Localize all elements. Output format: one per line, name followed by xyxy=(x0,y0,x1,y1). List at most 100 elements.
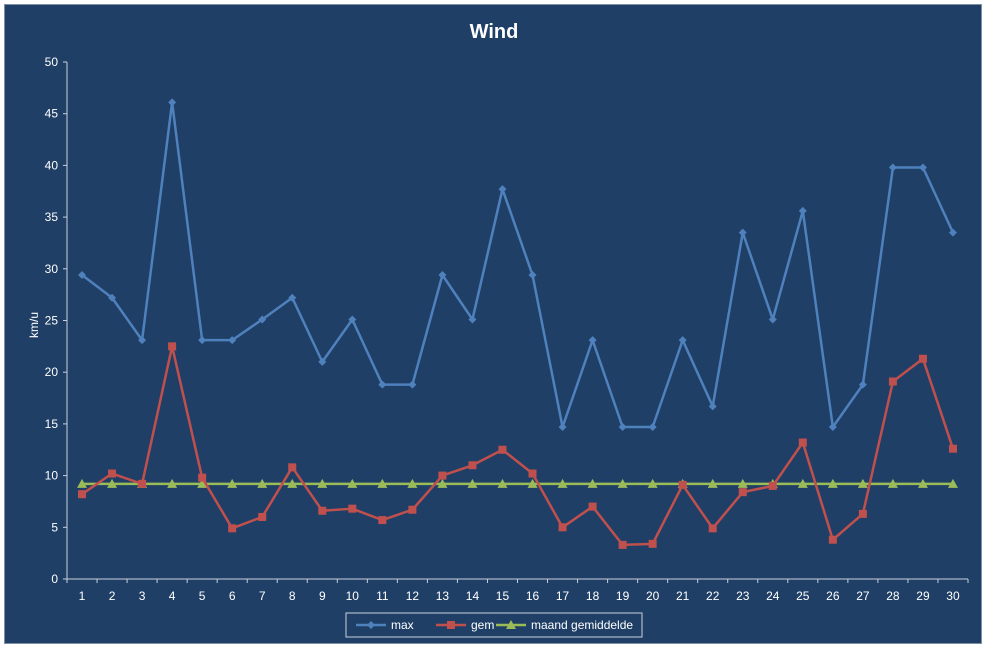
data-point-max xyxy=(798,206,807,215)
legend-label-maand-gemiddelde: maand gemiddelde xyxy=(531,618,633,632)
data-point-max xyxy=(408,380,417,389)
series-line-max xyxy=(81,101,955,429)
data-point-max xyxy=(198,336,207,345)
data-point-maand-gemiddelde xyxy=(167,478,178,488)
data-point-gem xyxy=(78,490,87,499)
y-tick-label: 40 xyxy=(45,158,59,172)
data-point-max xyxy=(858,380,867,389)
data-point-max xyxy=(318,357,327,366)
data-point-max xyxy=(588,336,597,345)
legend: max gem maand gemiddelde xyxy=(345,612,643,638)
data-point-maand-gemiddelde xyxy=(377,478,388,488)
series-line-gem xyxy=(81,345,955,547)
data-point-maand-gemiddelde xyxy=(947,478,958,488)
data-point-gem xyxy=(108,469,117,478)
data-point-gem xyxy=(588,502,597,511)
x-tick-label: 18 xyxy=(586,589,600,603)
data-point-max xyxy=(888,163,897,172)
x-tick-label: 25 xyxy=(796,589,810,603)
data-point-maand-gemiddelde xyxy=(617,478,628,488)
x-tick-label: 7 xyxy=(259,589,266,603)
x-tick-label: 19 xyxy=(616,589,630,603)
data-point-max xyxy=(258,315,267,324)
y-tick-label: 20 xyxy=(45,365,59,379)
data-point-max xyxy=(918,163,927,172)
y-axis-label: km/u xyxy=(27,312,41,338)
data-point-gem xyxy=(648,539,657,548)
data-point-maand-gemiddelde xyxy=(287,478,298,488)
data-point-maand-gemiddelde xyxy=(827,478,838,488)
legend-marker-max xyxy=(367,621,375,629)
legend-marker-maand-gemiddelde xyxy=(506,620,516,629)
data-point-max xyxy=(108,293,117,302)
data-point-max xyxy=(348,315,357,324)
x-tick-label: 23 xyxy=(736,589,750,603)
y-tick-label: 15 xyxy=(45,417,59,431)
y-tick-label: 45 xyxy=(45,107,59,121)
data-point-maand-gemiddelde xyxy=(707,478,718,488)
x-tick-label: 24 xyxy=(766,589,780,603)
x-tick-label: 10 xyxy=(346,589,360,603)
data-point-maand-gemiddelde xyxy=(887,478,898,488)
y-tick-label: 30 xyxy=(45,262,59,276)
data-point-max xyxy=(768,315,777,324)
x-tick-label: 13 xyxy=(436,589,450,603)
data-point-gem xyxy=(858,509,867,518)
data-point-max xyxy=(168,98,177,107)
x-tick-label: 29 xyxy=(916,589,930,603)
data-point-gem xyxy=(618,540,627,549)
data-point-max xyxy=(708,402,717,411)
data-point-max xyxy=(138,336,147,345)
x-tick-label: 8 xyxy=(289,589,296,603)
data-point-gem xyxy=(708,524,717,533)
data-point-gem xyxy=(678,480,687,489)
data-point-maand-gemiddelde xyxy=(917,478,928,488)
data-point-maand-gemiddelde xyxy=(227,478,238,488)
data-point-maand-gemiddelde xyxy=(317,478,328,488)
y-tick-label: 25 xyxy=(45,314,59,328)
data-point-maand-gemiddelde xyxy=(557,478,568,488)
data-point-max xyxy=(288,293,297,302)
data-point-max xyxy=(468,315,477,324)
data-point-gem xyxy=(798,438,807,447)
data-point-max xyxy=(738,228,747,237)
data-point-gem xyxy=(288,463,297,472)
data-point-maand-gemiddelde xyxy=(347,478,358,488)
y-tick-label: 50 xyxy=(45,55,59,69)
y-tick-label: 35 xyxy=(45,210,59,224)
data-point-maand-gemiddelde xyxy=(467,478,478,488)
data-point-gem xyxy=(258,512,267,521)
legend-label-max: max xyxy=(391,618,414,632)
data-point-gem xyxy=(468,461,477,470)
x-tick-label: 22 xyxy=(706,589,720,603)
data-point-maand-gemiddelde xyxy=(107,478,118,488)
x-tick-label: 9 xyxy=(319,589,326,603)
data-point-max xyxy=(558,423,567,432)
x-tick-label: 6 xyxy=(229,589,236,603)
legend-box xyxy=(345,612,643,638)
x-tick-label: 4 xyxy=(169,589,176,603)
x-tick-label: 30 xyxy=(946,589,960,603)
y-tick-label: 5 xyxy=(51,520,58,534)
x-tick-label: 17 xyxy=(556,589,570,603)
data-point-maand-gemiddelde xyxy=(497,478,508,488)
data-point-gem xyxy=(168,342,177,351)
data-point-gem xyxy=(558,523,567,532)
x-tick-label: 12 xyxy=(406,589,420,603)
x-tick-label: 11 xyxy=(376,589,389,603)
x-tick-label: 28 xyxy=(886,589,900,603)
data-point-max xyxy=(528,271,537,280)
data-point-gem xyxy=(198,473,207,482)
data-point-gem xyxy=(918,354,927,363)
data-point-gem xyxy=(828,535,837,544)
data-point-gem xyxy=(438,471,447,480)
data-point-gem xyxy=(498,445,507,454)
data-point-maand-gemiddelde xyxy=(527,478,538,488)
legend-marker-gem xyxy=(447,621,455,629)
data-point-maand-gemiddelde xyxy=(437,478,448,488)
data-point-maand-gemiddelde xyxy=(857,478,868,488)
y-tick-label: 0 xyxy=(51,572,58,586)
data-point-gem xyxy=(738,488,747,497)
